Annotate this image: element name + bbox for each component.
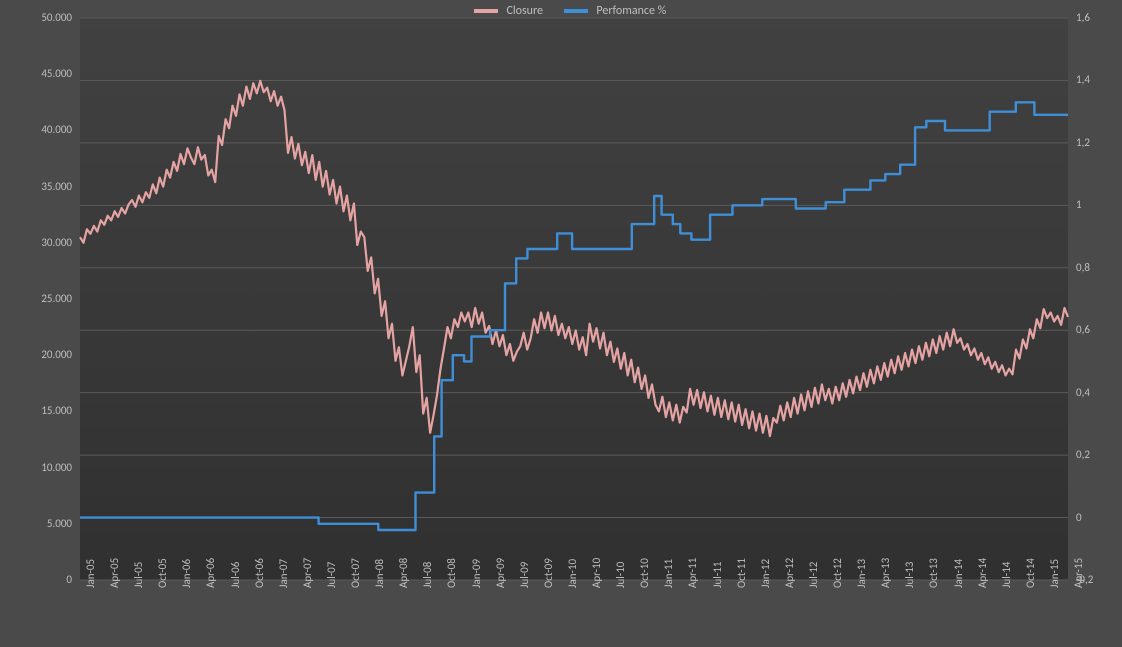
chart-frame: Closure Perfomance % 05.00010.00015.0002… — [0, 0, 1122, 647]
chart-svg — [0, 0, 1122, 647]
